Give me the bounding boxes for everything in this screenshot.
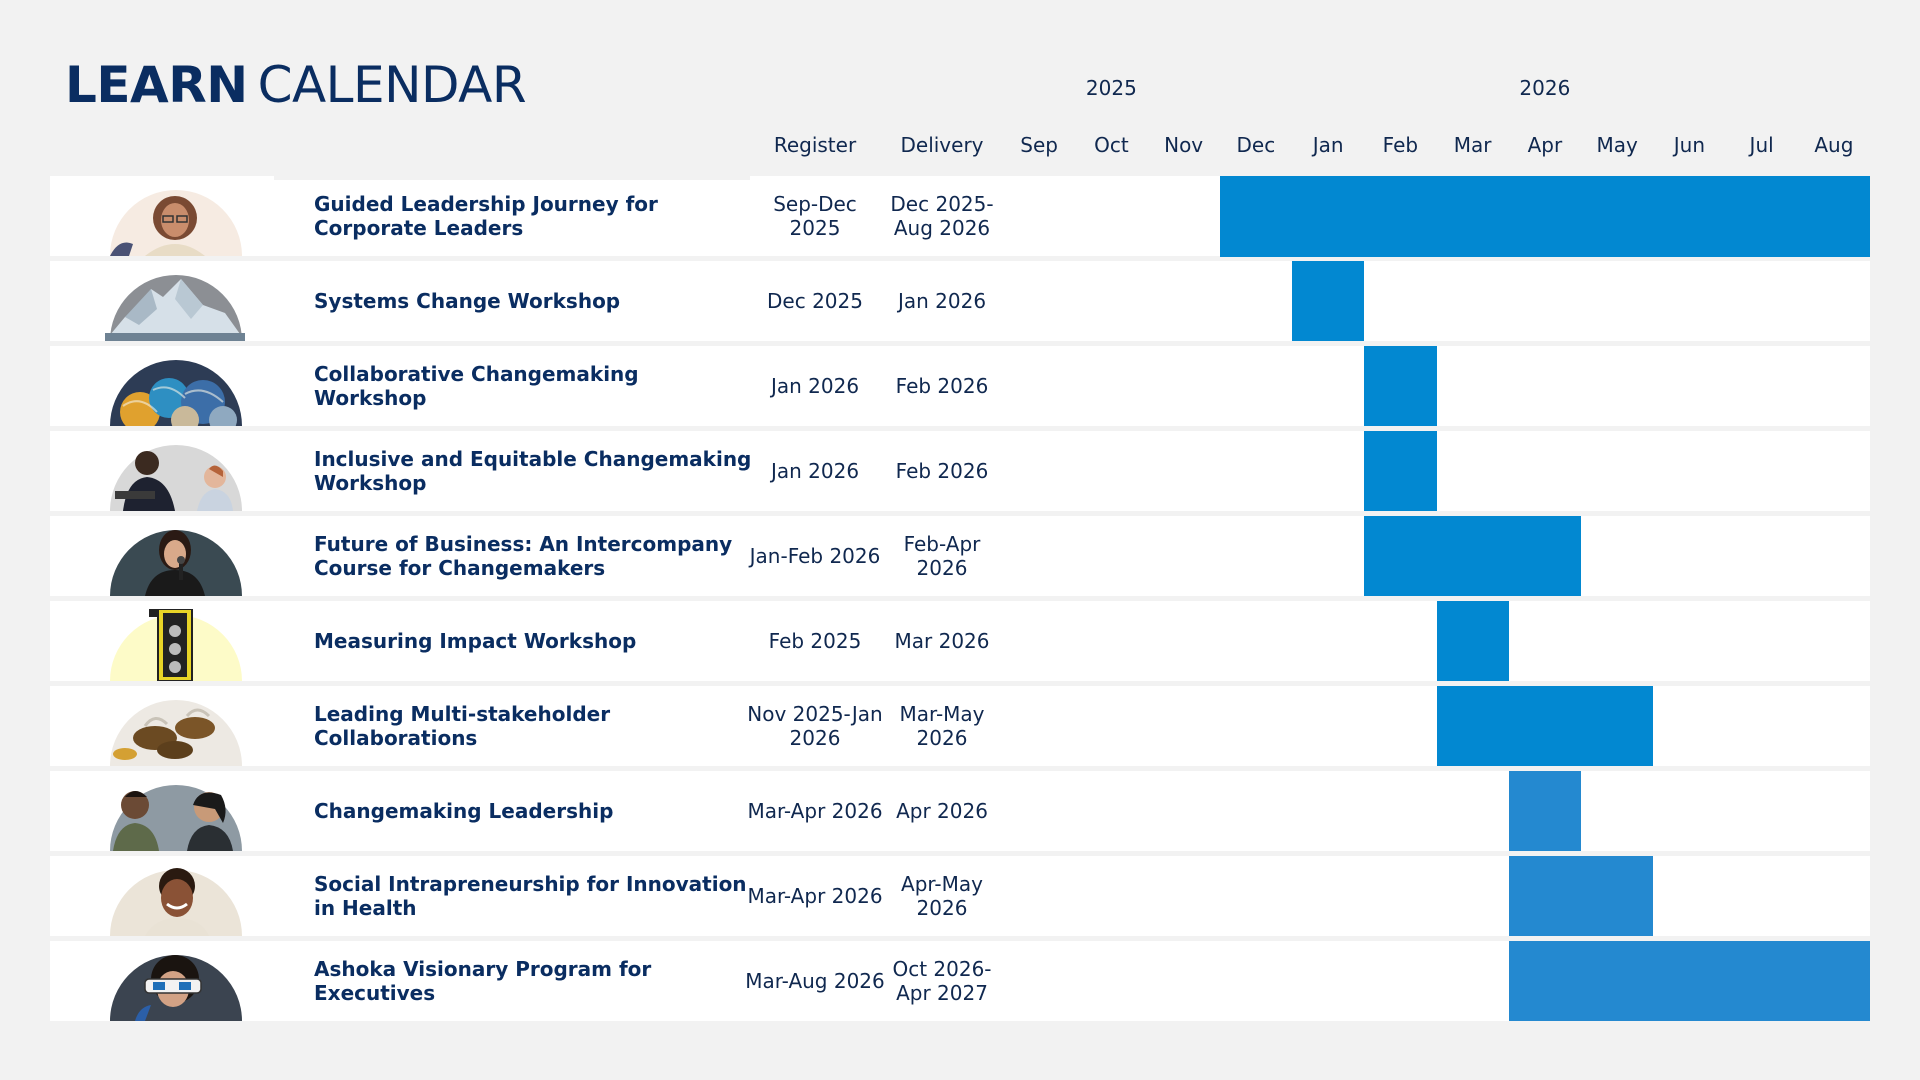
schedule-bar	[1364, 516, 1581, 596]
year-label: 2026	[1519, 76, 1571, 100]
course-row[interactable]: Collaborative Changemaking Workshop Jan 2…	[50, 346, 1870, 426]
two-people-icon	[105, 779, 245, 851]
register-dates: Nov 2025-Jan 2026	[747, 702, 883, 750]
register-dates: Jan-Feb 2026	[749, 544, 881, 568]
month-header-may: May	[1596, 133, 1638, 157]
schedule-bar	[1436, 686, 1654, 766]
page-title: LEARN CALENDAR	[65, 55, 527, 115]
course-name[interactable]: Social Intrapreneurship for Innovation i…	[314, 872, 747, 920]
portrait-woman-glasses-icon	[105, 184, 245, 256]
page-title-bold: LEARN	[65, 56, 248, 114]
woman-speaker-icon	[105, 524, 245, 596]
month-header-mar: Mar	[1453, 133, 1492, 157]
smiling-woman-icon	[105, 864, 245, 936]
course-row[interactable]: Guided Leadership Journey for Corporate …	[50, 176, 1870, 257]
course-row[interactable]: Future of Business: An Intercompany Cour…	[50, 516, 1870, 596]
schedule-bar	[1292, 261, 1365, 341]
course-name[interactable]: Inclusive and Equitable Changemaking Wor…	[314, 447, 752, 495]
register-dates: Mar-Apr 2026	[747, 799, 883, 823]
month-header-dec: Dec	[1236, 133, 1276, 157]
delivery-dates: Feb 2026	[895, 374, 989, 398]
course-name[interactable]: Measuring Impact Workshop	[314, 629, 637, 653]
delivery-column-header: Delivery	[900, 133, 984, 157]
delivery-dates: Mar-May 2026	[899, 702, 985, 750]
delivery-dates: Oct 2026-Apr 2027	[892, 957, 992, 1005]
register-dates: Feb 2025	[768, 629, 862, 653]
month-header-jan: Jan	[1312, 133, 1344, 157]
course-name[interactable]: Guided Leadership Journey for Corporate …	[314, 192, 658, 240]
register-dates: Jan 2026	[770, 459, 860, 483]
month-header-apr: Apr	[1527, 133, 1563, 157]
course-name[interactable]: Collaborative Changemaking Workshop	[314, 362, 639, 410]
panel-discussion-icon	[105, 439, 245, 511]
schedule-bar	[1436, 601, 1509, 681]
schedule-bar	[1364, 346, 1437, 426]
month-header-oct: Oct	[1094, 133, 1129, 157]
delivery-dates: Mar 2026	[894, 629, 990, 653]
course-name[interactable]: Changemaking Leadership	[314, 799, 614, 823]
schedule-bar	[1508, 941, 1870, 1021]
iceberg-icon	[105, 269, 245, 341]
yarn-balls-icon	[105, 354, 245, 426]
course-name[interactable]: Systems Change Workshop	[314, 289, 621, 313]
schedule-bar	[1508, 771, 1581, 851]
course-row[interactable]: Measuring Impact Workshop Feb 2025 Mar 202…	[50, 601, 1870, 681]
delivery-dates: Feb-Apr 2026	[903, 532, 981, 580]
delivery-dates: Jan 2026	[897, 289, 987, 313]
page-title-light: CALENDAR	[257, 56, 527, 114]
schedule-bar	[1508, 856, 1654, 936]
register-dates: Mar-Aug 2026	[745, 969, 885, 993]
schedule-bar	[1219, 176, 1870, 257]
course-name[interactable]: Leading Multi-stakeholder Collaborations	[314, 702, 611, 750]
schedule-bar	[1364, 431, 1437, 511]
month-header-aug: Aug	[1814, 133, 1854, 157]
delivery-dates: Apr 2026	[896, 799, 988, 823]
month-header-jul: Jul	[1749, 133, 1774, 157]
register-dates: Jan 2026	[770, 374, 860, 398]
year-label: 2025	[1085, 76, 1137, 100]
register-dates: Dec 2025	[767, 289, 863, 313]
month-header-sep: Sep	[1020, 133, 1058, 157]
register-dates: Sep-Dec 2025	[773, 192, 857, 240]
course-row[interactable]: Changemaking Leadership Mar-Apr 2026 Apr 2…	[50, 771, 1870, 851]
measuring-tape-icon	[105, 609, 245, 681]
delivery-dates: Apr-May 2026	[901, 872, 983, 920]
month-header-feb: Feb	[1382, 133, 1419, 157]
delivery-dates: Dec 2025-Aug 2026	[890, 192, 994, 240]
register-column-header: Register	[773, 133, 857, 157]
course-row[interactable]: Inclusive and Equitable Changemaking Wor…	[50, 431, 1870, 511]
month-header-jun: Jun	[1673, 133, 1705, 157]
register-dates: Mar-Apr 2026	[747, 884, 883, 908]
course-row[interactable]: Social Intrapreneurship for Innovation i…	[50, 856, 1870, 936]
course-row[interactable]: Systems Change Workshop Dec 2025 Jan 2026	[50, 261, 1870, 341]
month-header-nov: Nov	[1164, 133, 1204, 157]
course-row[interactable]: Leading Multi-stakeholder Collaborations…	[50, 686, 1870, 766]
bees-icon	[105, 694, 245, 766]
course-name[interactable]: Future of Business: An Intercompany Cour…	[314, 532, 733, 580]
header-divider-strip	[274, 172, 750, 180]
delivery-dates: Feb 2026	[895, 459, 989, 483]
course-row[interactable]: Ashoka Visionary Program for Executives M…	[50, 941, 1870, 1021]
course-name[interactable]: Ashoka Visionary Program for Executives	[314, 957, 652, 1005]
woman-vr-glasses-icon	[105, 949, 245, 1021]
